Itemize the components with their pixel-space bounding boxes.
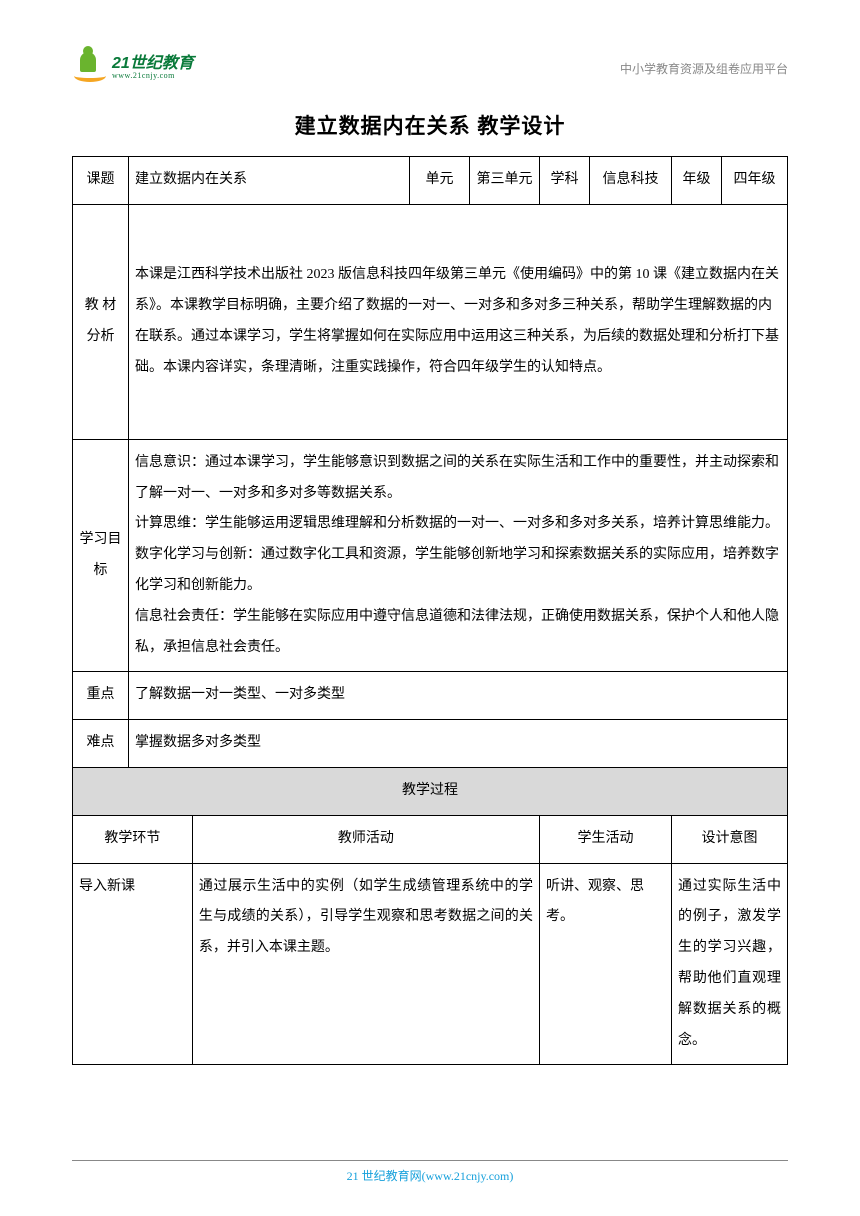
info-row: 课题 建立数据内在关系 单元 第三单元 学科 信息科技 年级 四年级 [73, 157, 788, 205]
goal-p3: 数字化学习与创新：通过数字化工具和资源，学生能够创新地学习和探索数据关系的实际应… [135, 540, 781, 602]
goal-p1: 信息意识：通过本课学习，学生能够意识到数据之间的关系在实际生活和工作中的重要性，… [135, 448, 781, 510]
col-teacher: 教师活动 [192, 815, 539, 863]
col-student: 学生活动 [540, 815, 672, 863]
logo: 21世纪教育 www.21cnjy.com [72, 50, 194, 86]
label-subject: 学科 [540, 157, 590, 205]
value-goals: 信息意识：通过本课学习，学生能够意识到数据之间的关系在实际生活和工作中的重要性，… [129, 439, 788, 672]
label-topic: 课题 [73, 157, 129, 205]
col-stage: 教学环节 [73, 815, 193, 863]
process-header-row: 教学过程 [73, 767, 788, 815]
col-intent: 设计意图 [672, 815, 788, 863]
label-analysis: 教 材分析 [73, 204, 129, 439]
label-grade: 年级 [672, 157, 722, 205]
value-grade: 四年级 [722, 157, 788, 205]
header-right-text: 中小学教育资源及组卷应用平台 [620, 60, 788, 77]
value-topic: 建立数据内在关系 [129, 157, 410, 205]
document-title: 建立数据内在关系 教学设计 [72, 110, 788, 140]
page-footer: 21 世纪教育网(www.21cnjy.com) [0, 1160, 860, 1184]
label-unit: 单元 [410, 157, 470, 205]
stage-intro: 导入新课 [73, 863, 193, 1065]
lesson-intro-row: 导入新课 通过展示生活中的实例（如学生成绩管理系统中的学生与成绩的关系），引导学… [73, 863, 788, 1065]
value-keypoint: 了解数据一对一类型、一对多类型 [129, 672, 788, 720]
label-keypoint: 重点 [73, 672, 129, 720]
page-header: 21世纪教育 www.21cnjy.com 中小学教育资源及组卷应用平台 [72, 50, 788, 86]
goal-p4: 信息社会责任：学生能够在实际应用中遵守信息道德和法律法规，正确使用数据关系，保护… [135, 602, 781, 664]
label-difficulty: 难点 [73, 720, 129, 768]
logo-sub-text: www.21cnjy.com [112, 72, 194, 80]
student-activity: 听讲、观察、思考。 [540, 863, 672, 1065]
keypoint-row: 重点 了解数据一对一类型、一对多类型 [73, 672, 788, 720]
value-analysis: 本课是江西科学技术出版社 2023 版信息科技四年级第三单元《使用编码》中的第 … [129, 204, 788, 439]
footer-text: 21 世纪教育网(www.21cnjy.com) [347, 1169, 514, 1183]
difficulty-row: 难点 掌握数据多对多类型 [73, 720, 788, 768]
goal-p2: 计算思维：学生能够运用逻辑思维理解和分析数据的一对一、一对多和多对多关系，培养计… [135, 509, 781, 540]
label-goals: 学习目标 [73, 439, 129, 672]
value-unit: 第三单元 [470, 157, 540, 205]
process-header: 教学过程 [73, 767, 788, 815]
lesson-plan-table: 课题 建立数据内在关系 单元 第三单元 学科 信息科技 年级 四年级 教 材分析… [72, 156, 788, 1065]
logo-main-text: 21世纪教育 [112, 56, 194, 72]
design-intent: 通过实际生活中的例子，激发学生的学习兴趣，帮助他们直观理解数据关系的概念。 [672, 863, 788, 1065]
process-columns-row: 教学环节 教师活动 学生活动 设计意图 [73, 815, 788, 863]
analysis-row: 教 材分析 本课是江西科学技术出版社 2023 版信息科技四年级第三单元《使用编… [73, 204, 788, 439]
logo-icon [72, 50, 108, 86]
teacher-activity: 通过展示生活中的实例（如学生成绩管理系统中的学生与成绩的关系），引导学生观察和思… [192, 863, 539, 1065]
value-subject: 信息科技 [590, 157, 672, 205]
value-difficulty: 掌握数据多对多类型 [129, 720, 788, 768]
goals-row: 学习目标 信息意识：通过本课学习，学生能够意识到数据之间的关系在实际生活和工作中… [73, 439, 788, 672]
